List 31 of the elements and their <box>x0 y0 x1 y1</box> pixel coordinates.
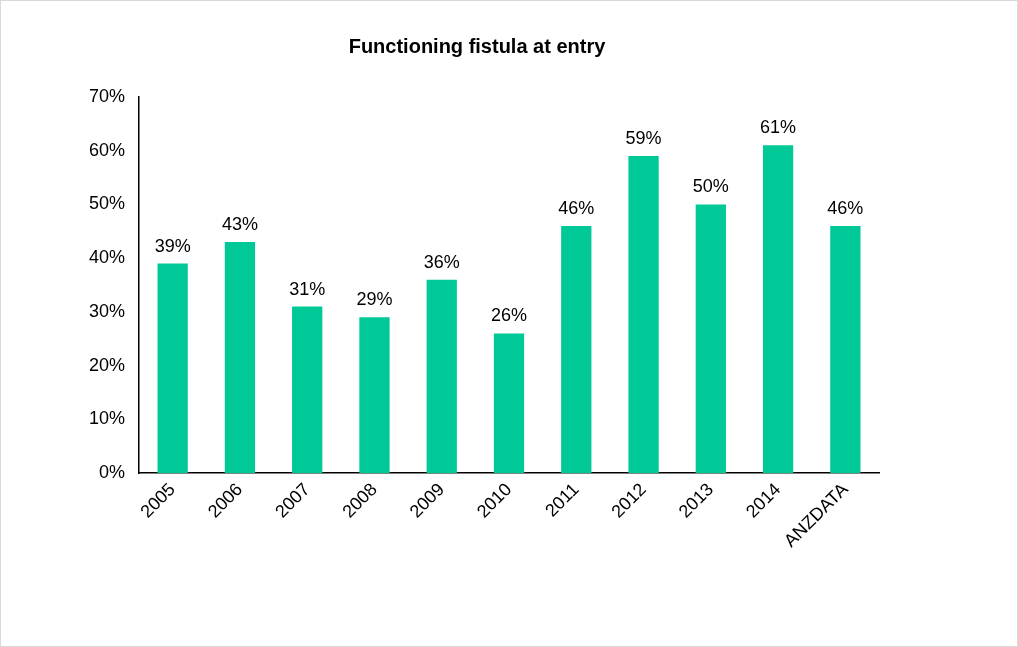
data-label: 43% <box>221 214 258 235</box>
y-tick-label: 60% <box>89 139 126 160</box>
data-label: 59% <box>625 128 662 149</box>
y-tick-label: 70% <box>89 85 126 106</box>
bar <box>561 225 592 474</box>
bar <box>359 317 390 474</box>
bar <box>695 204 726 474</box>
bar <box>628 156 659 474</box>
bar <box>292 306 323 474</box>
bar <box>157 263 188 474</box>
y-tick-label: 30% <box>89 300 126 321</box>
bar <box>493 333 525 474</box>
bar <box>830 225 861 474</box>
data-label: 46% <box>558 197 595 218</box>
data-label: 50% <box>692 176 729 197</box>
y-tick-label: 50% <box>89 193 126 214</box>
data-label: 39% <box>154 235 191 256</box>
y-tick-label: 20% <box>89 354 126 375</box>
data-label: 36% <box>423 251 460 272</box>
bar <box>426 279 457 474</box>
bar <box>224 242 256 474</box>
bar <box>762 145 794 474</box>
data-label: 29% <box>356 289 393 310</box>
data-label: 31% <box>289 278 326 299</box>
y-tick-label: 40% <box>89 247 126 268</box>
data-label: 46% <box>827 197 864 218</box>
y-tick-label: 0% <box>99 462 126 483</box>
data-label: 26% <box>491 305 528 326</box>
chart-title: Functioning fistula at entry <box>348 34 607 57</box>
data-label: 61% <box>760 117 797 138</box>
y-tick-label: 10% <box>89 408 126 429</box>
